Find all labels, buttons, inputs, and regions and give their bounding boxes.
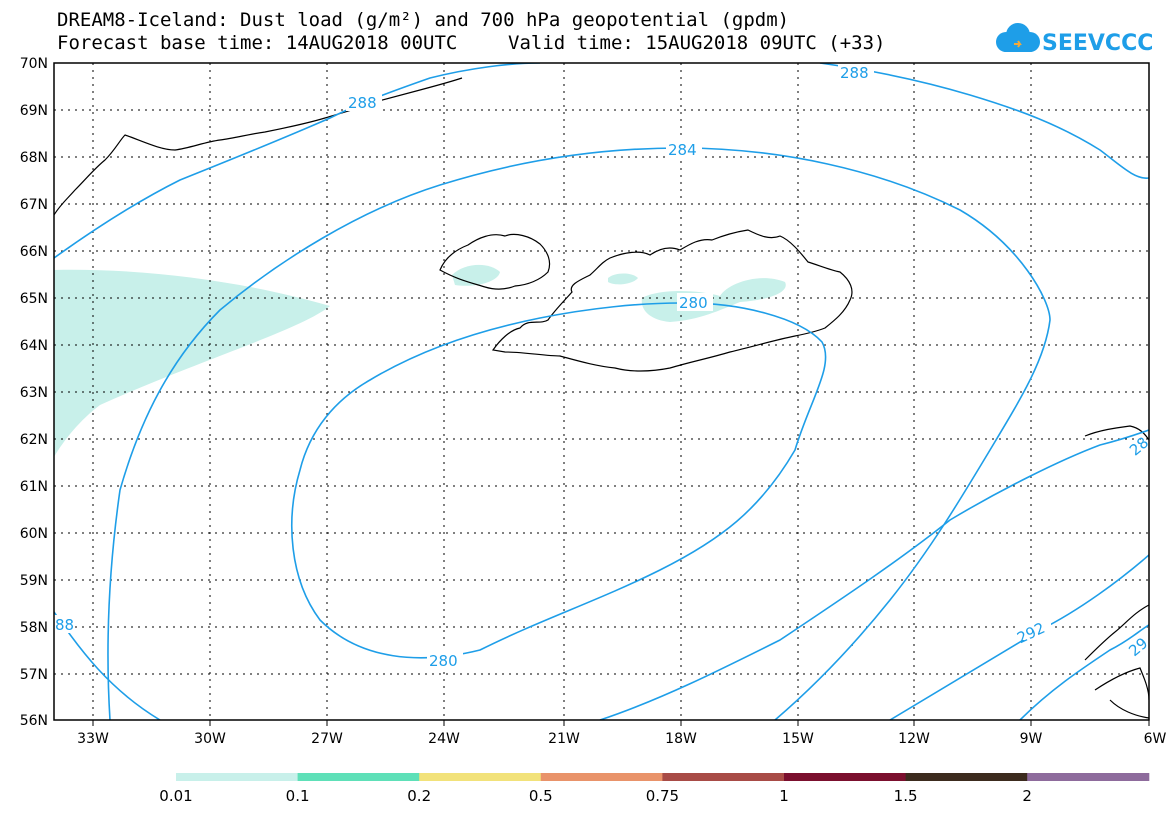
legend-swatch bbox=[297, 773, 420, 781]
lon-label: 12W bbox=[898, 731, 930, 747]
graticule bbox=[54, 63, 1149, 720]
coast-norway bbox=[1084, 425, 1149, 441]
contour-284 bbox=[54, 147, 1051, 720]
legend-label: 0.2 bbox=[407, 787, 431, 805]
coast-greenland bbox=[54, 77, 463, 216]
color-legend: 0.01 0.1 0.2 0.5 0.75 1 1.5 2 bbox=[159, 773, 1150, 805]
contour-280 bbox=[291, 302, 827, 659]
contour-label-29-right: 29 bbox=[1125, 634, 1151, 660]
legend-label: 0.01 bbox=[159, 787, 192, 805]
contour-label-28-right: 28 bbox=[1126, 433, 1152, 459]
lon-label: 6W bbox=[1144, 731, 1167, 747]
lat-label: 70N bbox=[20, 56, 48, 72]
legend-swatch bbox=[176, 773, 299, 781]
legend-label: 1.5 bbox=[894, 787, 918, 805]
geopotential-contours bbox=[54, 63, 1149, 720]
legend-swatch bbox=[540, 773, 663, 781]
lat-label: 56N bbox=[20, 713, 48, 729]
lat-label: 68N bbox=[20, 150, 48, 166]
legend-swatch bbox=[1027, 773, 1150, 781]
valid-time: Valid time: 15AUG2018 09UTC (+33) bbox=[508, 32, 886, 54]
coast-westfjords bbox=[439, 233, 551, 290]
logo-text: SEEVCCC bbox=[1042, 31, 1153, 56]
legend-label: 1 bbox=[779, 787, 789, 805]
lon-label: 15W bbox=[782, 731, 814, 747]
legend-label: 0.1 bbox=[286, 787, 310, 805]
lat-label: 66N bbox=[20, 244, 48, 260]
lat-label: 59N bbox=[20, 573, 48, 589]
lat-label: 62N bbox=[20, 432, 48, 448]
dust-patch-north bbox=[608, 273, 638, 285]
legend-label: 0.75 bbox=[646, 787, 679, 805]
contour-label-288-topright: 288 bbox=[840, 64, 869, 82]
coastlines bbox=[54, 77, 1149, 719]
lon-label: 18W bbox=[665, 731, 697, 747]
lon-label: 21W bbox=[548, 731, 580, 747]
lat-label: 58N bbox=[20, 620, 48, 636]
lat-label: 61N bbox=[20, 479, 48, 495]
lon-label: 33W bbox=[77, 731, 109, 747]
contour-label-280-lower: 280 bbox=[429, 652, 458, 670]
contour-label-284: 284 bbox=[668, 141, 697, 159]
lat-label: 65N bbox=[20, 291, 48, 307]
legend-label: 0.5 bbox=[529, 787, 553, 805]
dust-patch-central bbox=[641, 278, 786, 322]
chart-title: DREAM8-Iceland: Dust load (g/m²) and 700… bbox=[57, 9, 790, 31]
coast-iceland bbox=[491, 229, 853, 372]
contour-label-288-top: 288 bbox=[348, 94, 377, 112]
legend-swatch bbox=[784, 773, 907, 781]
lat-label: 69N bbox=[20, 103, 48, 119]
seevccc-logo: SEEVCCC bbox=[990, 20, 1160, 60]
forecast-base-time: Forecast base time: 14AUG2018 00UTC bbox=[57, 32, 458, 54]
contour-label-280-upper: 280 bbox=[679, 294, 708, 312]
lat-label: 63N bbox=[20, 385, 48, 401]
contour-label-88-left: 88 bbox=[55, 616, 74, 634]
legend-swatch bbox=[662, 773, 785, 781]
lon-label: 9W bbox=[1020, 731, 1043, 747]
contour-288-upper bbox=[54, 63, 1149, 259]
cloud-icon bbox=[996, 23, 1040, 52]
lat-label: 60N bbox=[20, 526, 48, 542]
coast-scotland bbox=[1084, 604, 1149, 719]
dust-plume-west bbox=[54, 269, 330, 457]
legend-swatch bbox=[905, 773, 1028, 781]
plot-frame bbox=[53, 62, 1150, 721]
legend-swatch bbox=[419, 773, 542, 781]
lat-label: 57N bbox=[20, 667, 48, 683]
lon-label: 27W bbox=[311, 731, 343, 747]
lat-label: 67N bbox=[20, 197, 48, 213]
legend-label: 2 bbox=[1022, 787, 1032, 805]
lat-label: 64N bbox=[20, 338, 48, 354]
lon-label: 30W bbox=[194, 731, 226, 747]
lon-label: 24W bbox=[428, 731, 460, 747]
